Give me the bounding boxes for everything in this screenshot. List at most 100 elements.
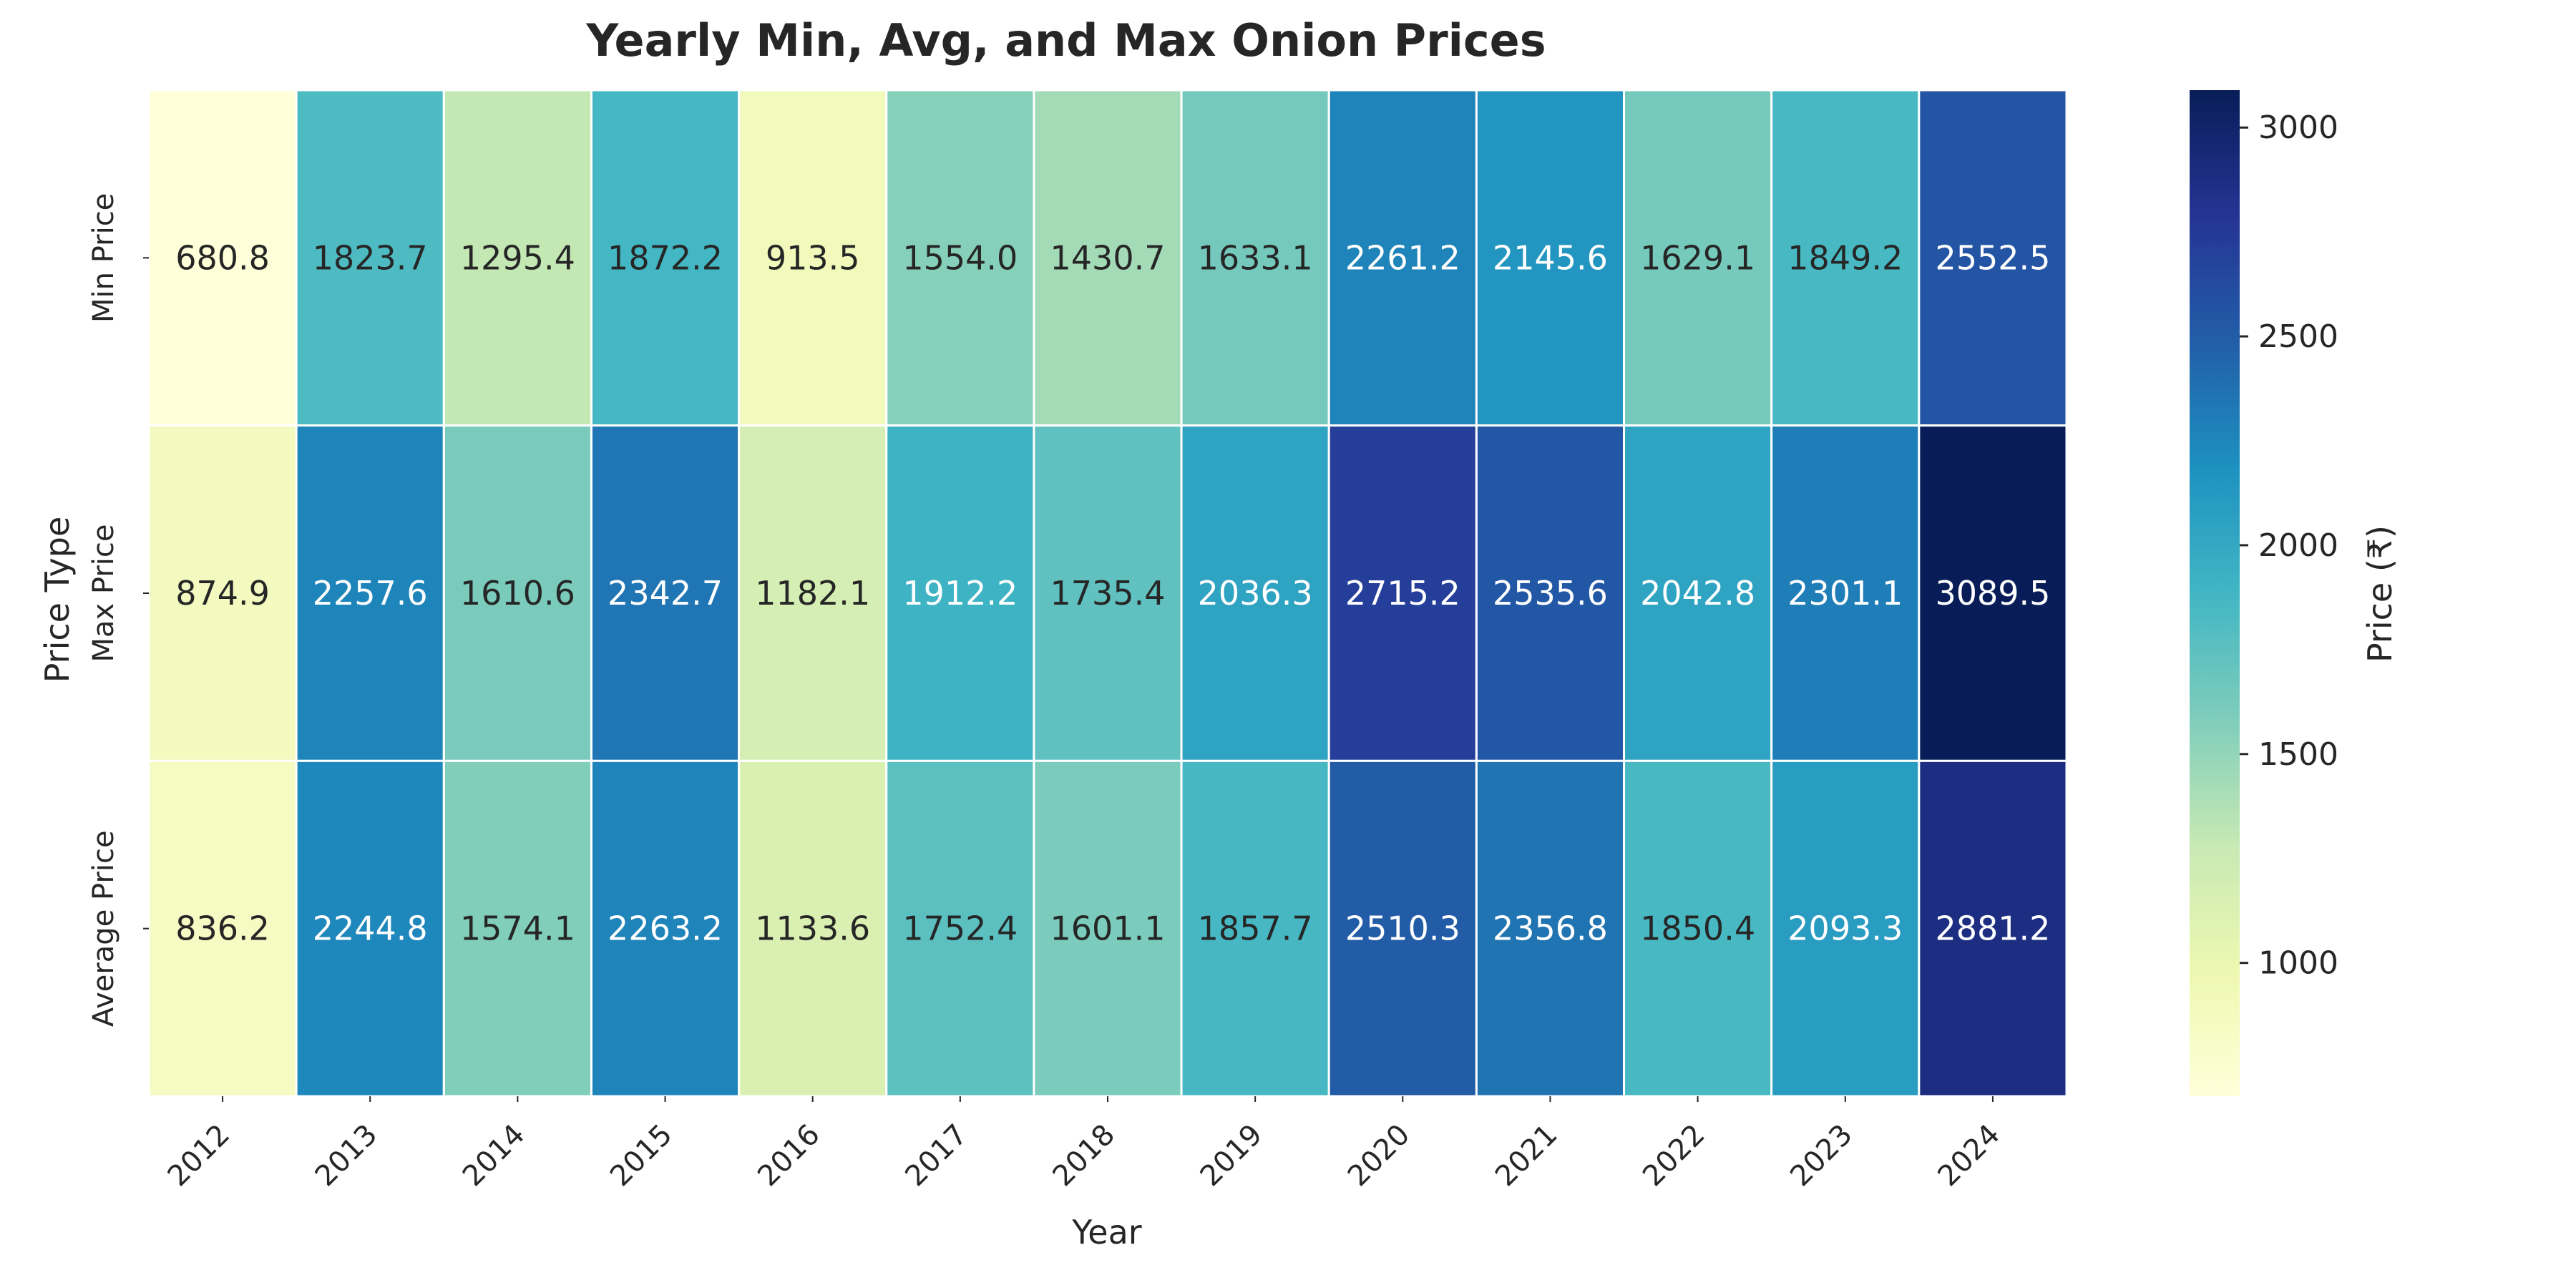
x-tick-label: 2015 (604, 1118, 679, 1194)
colorbar-tick-label: 1000 (2258, 945, 2338, 982)
x-axis-label: Year (1071, 1213, 1141, 1252)
cell-value-label: 2261.2 (1345, 238, 1460, 277)
cell-value-label: 2715.2 (1345, 574, 1460, 613)
x-tick-label: 2022 (1636, 1118, 1712, 1194)
colorbar (2190, 90, 2240, 1096)
y-axis-label: Price Type (38, 517, 77, 683)
heatmap-cell (885, 424, 1035, 762)
heatmap-cell (1327, 759, 1478, 1098)
cell-value-label: 836.2 (175, 909, 270, 948)
heatmap-cell (295, 89, 445, 427)
heatmap-cell (590, 89, 741, 427)
cell-value-label: 2535.6 (1493, 574, 1608, 613)
cell-value-label: 1610.6 (460, 574, 575, 613)
x-tick-label: 2024 (1931, 1118, 2006, 1194)
heatmap-cell (590, 424, 741, 762)
cell-value-label: 2356.8 (1493, 909, 1608, 948)
heatmap-cell (1770, 89, 1921, 427)
cell-value-label: 1752.4 (902, 909, 1018, 948)
colorbar-tick-label: 2500 (2258, 318, 2338, 355)
cell-value-label: 1849.2 (1787, 238, 1903, 277)
heatmap-cell (442, 424, 592, 762)
cell-value-label: 1574.1 (460, 909, 575, 948)
cell-value-label: 2342.7 (608, 574, 723, 613)
cell-value-label: 680.8 (175, 238, 270, 277)
cell-value-label: 1912.2 (902, 574, 1018, 613)
cell-value-label: 3089.5 (1935, 574, 2050, 613)
heatmap-cell (147, 759, 298, 1098)
cell-value-label: 1133.6 (755, 909, 870, 948)
heatmap-cell (738, 759, 888, 1098)
heatmap-cell (1623, 759, 1773, 1098)
y-axis-ticks: Min Price Max Price Average Price (87, 193, 149, 1027)
x-tick-label: 2017 (899, 1118, 974, 1194)
heatmap-cell (1180, 424, 1330, 762)
heatmap-cell-labels: 680.8 1823.7 1295.4 1872.2 913.5 1554.0 1430.7… (175, 238, 2050, 947)
heatmap-cell (1918, 89, 2068, 427)
cell-value-label: 2036.3 (1198, 574, 1313, 613)
heatmap-cell (738, 424, 888, 762)
cell-value-label: 1554.0 (902, 238, 1018, 277)
cell-value-label: 1295.4 (460, 238, 575, 277)
heatmap-cell (1475, 759, 1626, 1098)
x-tick-label: 2014 (457, 1118, 532, 1194)
x-tick-label: 2019 (1194, 1118, 1269, 1194)
cell-value-label: 1823.7 (313, 238, 428, 277)
heatmap-cell (885, 89, 1035, 427)
cell-value-label: 2552.5 (1935, 238, 2050, 277)
cell-value-label: 1735.4 (1050, 574, 1166, 613)
cell-value-label: 2510.3 (1345, 909, 1460, 948)
cell-value-label: 1182.1 (755, 574, 870, 613)
y-tick-label: Average Price (87, 830, 120, 1027)
heatmap-cell (1475, 89, 1626, 427)
cell-value-label: 1430.7 (1050, 238, 1166, 277)
heatmap-cell (738, 89, 888, 427)
cell-value-label: 2244.8 (313, 909, 428, 948)
y-tick-label: Max Price (87, 525, 120, 663)
cell-value-label: 2042.8 (1640, 574, 1755, 613)
chart-title: Yearly Min, Avg, and Max Onion Prices (585, 14, 1546, 67)
x-tick-label: 2020 (1342, 1118, 1417, 1194)
colorbar-ticks: 1000 1500 2000 2500 3000 (2240, 109, 2338, 982)
cell-value-label: 1850.4 (1640, 909, 1755, 948)
heatmap-cells (147, 89, 2068, 1098)
heatmap-cell (1770, 424, 1921, 762)
heatmap-cell (442, 89, 592, 427)
heatmap-cell (1180, 89, 1330, 427)
heatmap-cell (442, 759, 592, 1098)
x-tick-label: 2018 (1047, 1118, 1122, 1194)
colorbar-label: Price (₹) (2361, 525, 2399, 663)
x-axis-ticks: 2012 2013 2014 2015 2016 2017 2018 2019 2020 2021… (162, 1096, 2006, 1193)
colorbar-tick-label: 3000 (2258, 109, 2338, 146)
colorbar-tick-label: 1500 (2258, 736, 2338, 773)
cell-value-label: 1629.1 (1640, 238, 1755, 277)
heatmap-cell (1327, 424, 1478, 762)
cell-value-label: 1857.7 (1198, 909, 1313, 948)
cell-value-label: 2263.2 (608, 909, 723, 948)
cell-value-label: 2881.2 (1935, 909, 2050, 948)
colorbar-tick-label: 2000 (2258, 527, 2338, 564)
heatmap-cell (147, 424, 298, 762)
heatmap-cell (295, 424, 445, 762)
cell-value-label: 1872.2 (608, 238, 723, 277)
cell-value-label: 2301.1 (1787, 574, 1903, 613)
heatmap-cell (147, 89, 298, 427)
x-tick-label: 2023 (1784, 1118, 1859, 1194)
cell-value-label: 1633.1 (1198, 238, 1313, 277)
cell-value-label: 874.9 (175, 574, 270, 613)
x-tick-label: 2012 (162, 1118, 237, 1194)
heatmap-cell (295, 759, 445, 1098)
heatmap-cell (1918, 424, 2068, 762)
heatmap-cell (1770, 759, 1921, 1098)
cell-value-label: 2093.3 (1787, 909, 1903, 948)
heatmap-cell (1033, 424, 1183, 762)
heatmap-cell (1475, 424, 1626, 762)
heatmap-cell (1918, 759, 2068, 1098)
cell-value-label: 2257.6 (313, 574, 428, 613)
x-tick-label: 2016 (751, 1118, 826, 1194)
y-tick-label: Min Price (87, 193, 120, 323)
cell-value-label: 1601.1 (1050, 909, 1166, 948)
x-tick-label: 2013 (309, 1118, 384, 1194)
x-tick-label: 2021 (1489, 1118, 1564, 1194)
